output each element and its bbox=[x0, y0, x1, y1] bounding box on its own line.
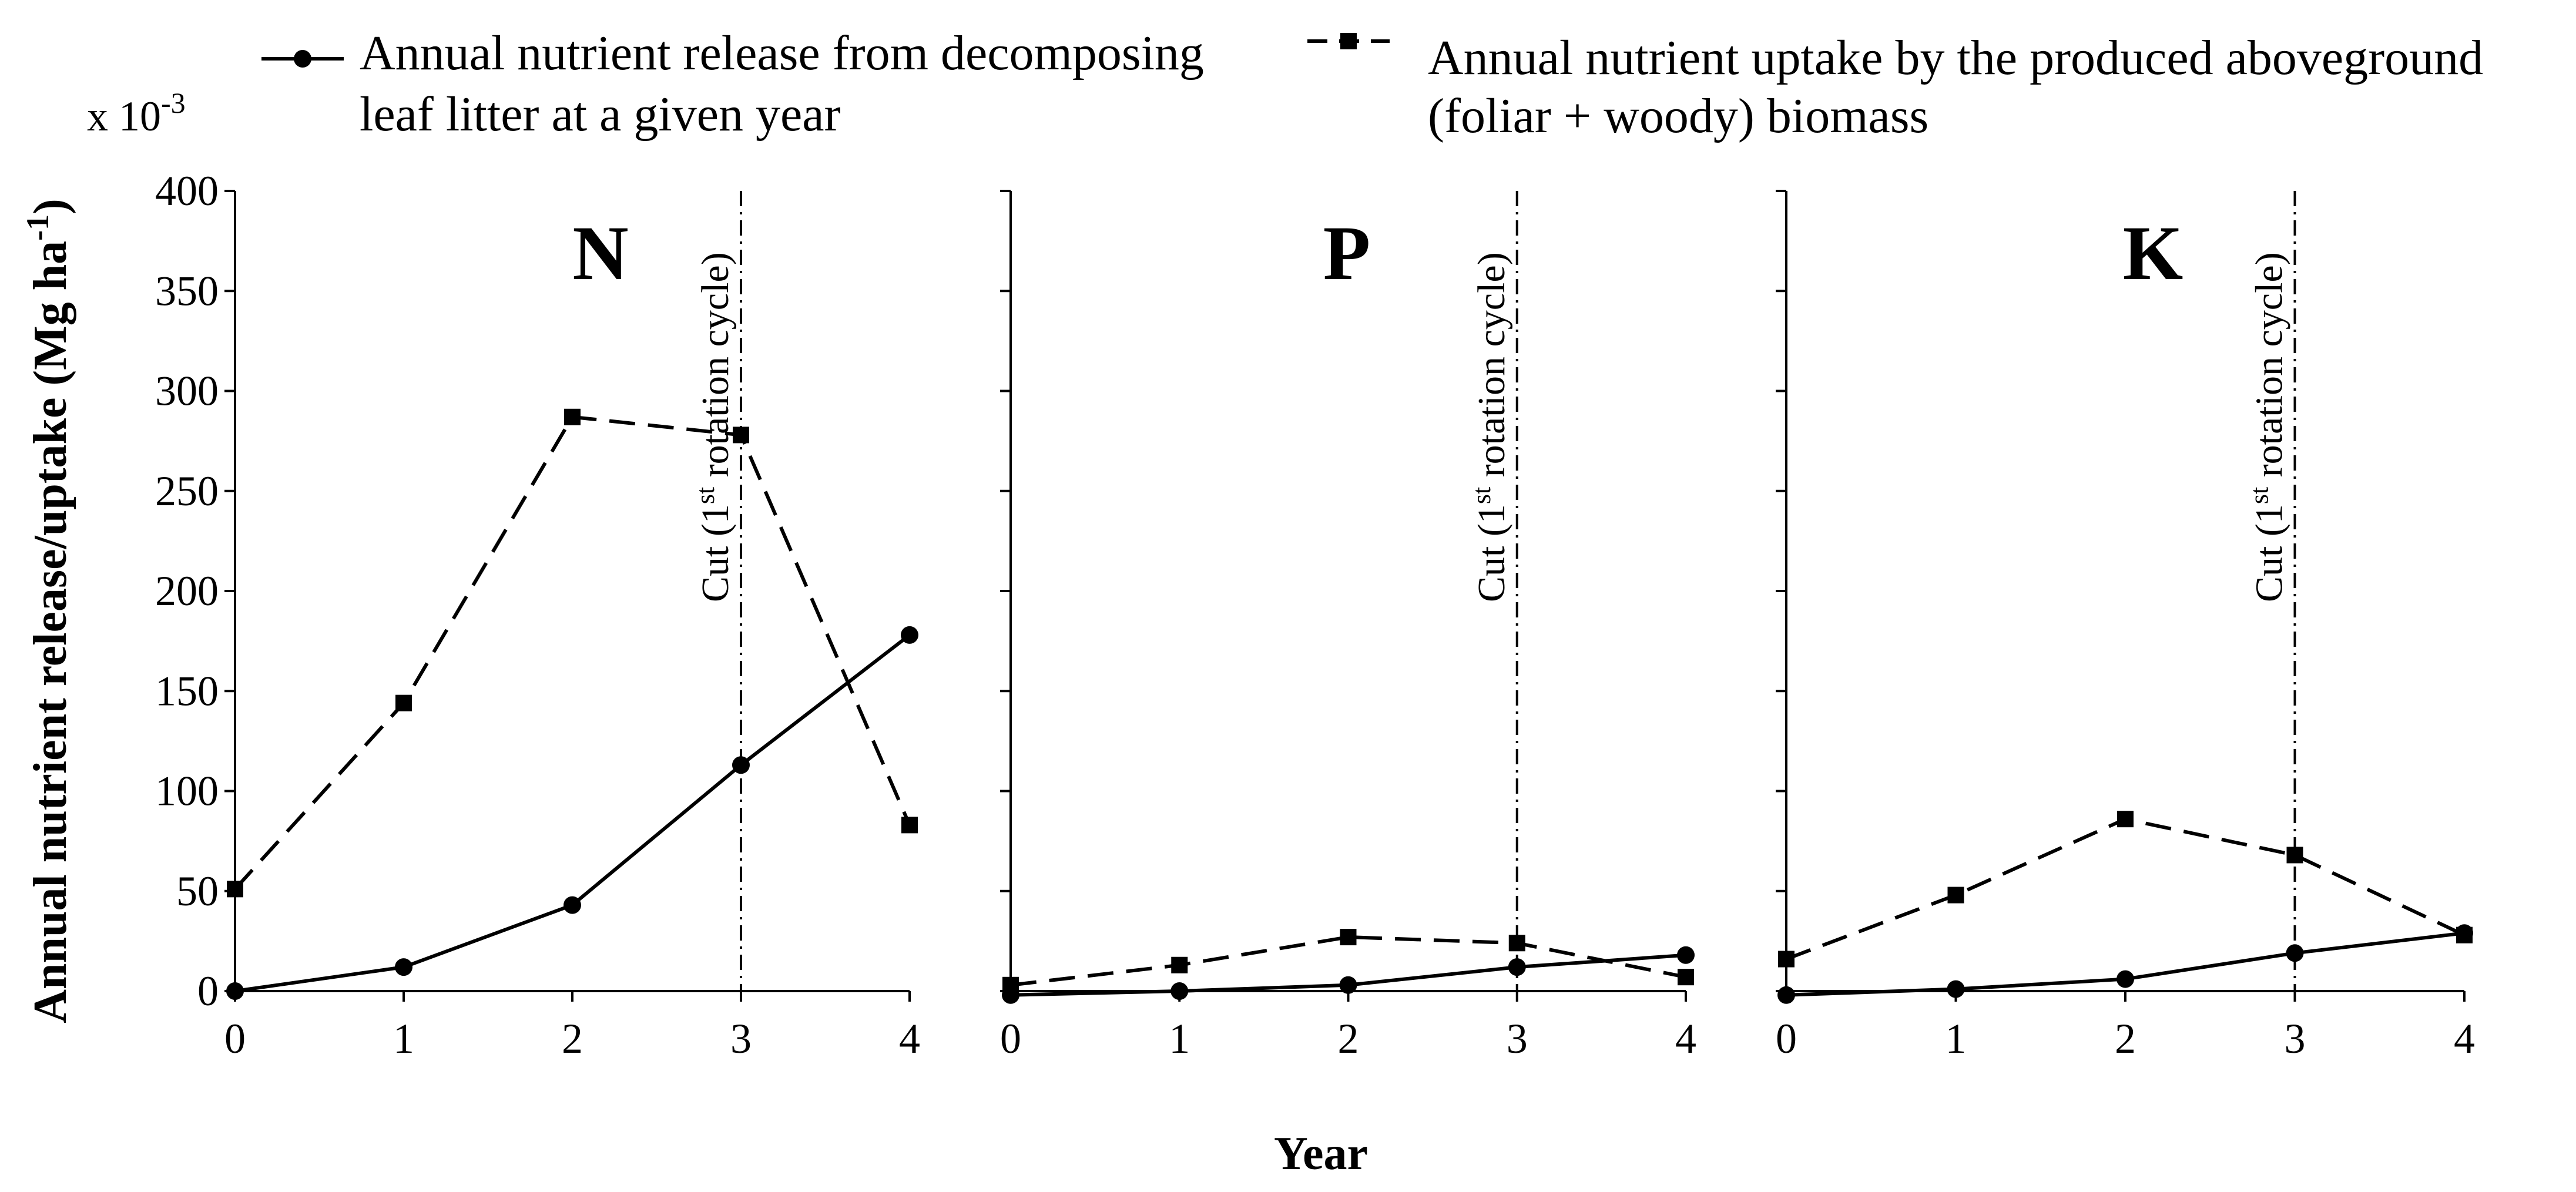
series-line-uptake-p bbox=[1010, 935, 1686, 987]
y-tick-label: 200 bbox=[155, 568, 219, 615]
x-tick-label: 3 bbox=[2285, 1015, 2306, 1062]
y-tick-label: 400 bbox=[155, 167, 219, 214]
x-tick-label: 4 bbox=[899, 1015, 920, 1062]
y-tick-label: 0 bbox=[197, 968, 219, 1015]
y-tick-label: 100 bbox=[155, 768, 219, 815]
data-point-release-n bbox=[226, 982, 244, 1000]
x-tick-label: 1 bbox=[1946, 1015, 1967, 1062]
data-point-uptake-p bbox=[1508, 935, 1525, 952]
data-point-release-n bbox=[732, 756, 750, 774]
data-point-release-n bbox=[395, 958, 412, 976]
y-tick-label: 300 bbox=[155, 368, 219, 415]
legend-release-entry: Annual nutrient release from decomposing… bbox=[261, 26, 1204, 142]
cut-label-text-end: rotation cycle) bbox=[1470, 252, 1513, 486]
data-point-release-p bbox=[1508, 958, 1526, 976]
data-point-uptake-k bbox=[2117, 811, 2134, 828]
multiplier-base: x 10 bbox=[87, 93, 161, 140]
data-point-release-n bbox=[564, 896, 581, 914]
cut-label-superscript: st bbox=[2245, 487, 2274, 504]
data-point-uptake-p bbox=[1340, 929, 1357, 946]
y-axis-label-end: ) bbox=[25, 199, 76, 214]
panel-letter-n: N bbox=[572, 210, 628, 296]
panel-k: 0 1 2 3 4 Cut (1st rotation cycle) K bbox=[1776, 190, 2475, 1062]
cut-label-text: Cut (1 bbox=[2248, 504, 2291, 602]
y-axis-label-superscript: -1 bbox=[20, 214, 55, 241]
data-point-release-n bbox=[901, 626, 918, 644]
x-tick-label: 1 bbox=[1169, 1015, 1190, 1062]
data-point-uptake-n bbox=[901, 817, 918, 834]
data-point-release-k bbox=[2117, 970, 2134, 988]
data-point-uptake-k bbox=[1778, 951, 1795, 968]
cut-label-text-end: rotation cycle) bbox=[2248, 252, 2291, 486]
multiplier-exponent: -3 bbox=[161, 86, 186, 119]
cut-label-k: Cut (1st rotation cycle) bbox=[2245, 252, 2291, 602]
cut-label-n: Cut (1st rotation cycle) bbox=[691, 252, 737, 602]
data-point-release-k bbox=[1947, 980, 1965, 998]
data-point-uptake-n bbox=[733, 427, 749, 444]
legend: Annual nutrient release from decomposing… bbox=[261, 26, 2483, 143]
data-point-release-k bbox=[1777, 986, 1795, 1004]
y-axis-label-main: Annual nutrient release/uptake (Mg ha bbox=[25, 241, 76, 1023]
data-point-release-p bbox=[1677, 946, 1695, 964]
x-axis-label: Year bbox=[1274, 1128, 1368, 1180]
cut-label-superscript: st bbox=[691, 487, 720, 504]
data-point-uptake-k bbox=[2286, 847, 2303, 864]
legend-release-label-line1: Annual nutrient release from decomposing bbox=[360, 26, 1204, 80]
y-axis-multiplier: x 10-3 bbox=[87, 86, 186, 140]
x-tick-label: 4 bbox=[2454, 1015, 2475, 1062]
series-line-uptake-k bbox=[1785, 817, 2466, 961]
x-tick-label: 2 bbox=[562, 1015, 583, 1062]
panel-n: 0 50 100 150 200 250 300 350 400 0 1 2 3 4 Cut (1st ro… bbox=[155, 167, 920, 1062]
cut-label-p: Cut (1st rotation cycle) bbox=[1467, 252, 1513, 602]
legend-uptake-marker bbox=[1340, 33, 1357, 49]
cut-label-text: Cut (1 bbox=[694, 504, 737, 602]
data-point-release-p bbox=[1339, 976, 1357, 994]
data-point-uptake-n bbox=[395, 694, 412, 711]
y-tick-label: 350 bbox=[155, 267, 219, 314]
data-point-uptake-k bbox=[1947, 887, 1964, 904]
data-point-uptake-p bbox=[1002, 976, 1019, 993]
x-tick-label: 2 bbox=[1338, 1015, 1359, 1062]
x-tick-label: 1 bbox=[393, 1015, 414, 1062]
data-point-uptake-k bbox=[2456, 926, 2473, 943]
legend-release-label-line2: leaf litter at a given year bbox=[360, 87, 841, 142]
legend-release-marker bbox=[294, 50, 311, 68]
x-tick-label: 0 bbox=[1776, 1015, 1797, 1062]
series-line-uptake-n bbox=[233, 415, 911, 891]
x-tick-label: 3 bbox=[1507, 1015, 1528, 1062]
legend-uptake-label-line2: (foliar + woody) biomass bbox=[1428, 89, 1928, 143]
y-tick-label: 50 bbox=[176, 868, 219, 915]
legend-uptake-label-line1: Annual nutrient uptake by the produced a… bbox=[1428, 31, 2483, 85]
x-tick-label: 2 bbox=[2115, 1015, 2136, 1062]
data-point-uptake-n bbox=[564, 408, 581, 425]
legend-uptake-entry: Annual nutrient uptake by the produced a… bbox=[1307, 31, 2483, 143]
x-tick-label: 0 bbox=[1000, 1015, 1021, 1062]
y-tick-label: 150 bbox=[155, 667, 219, 714]
cut-label-text-end: rotation cycle) bbox=[694, 252, 737, 486]
x-tick-label: 0 bbox=[224, 1015, 246, 1062]
x-tick-label: 4 bbox=[1675, 1015, 1696, 1062]
data-point-release-k bbox=[2286, 944, 2304, 962]
data-point-uptake-p bbox=[1678, 969, 1694, 986]
data-point-uptake-n bbox=[227, 881, 243, 898]
cut-label-text: Cut (1 bbox=[1470, 504, 1513, 602]
panel-p: 0 1 2 3 4 Cut (1st rotation cycle) P bbox=[1000, 190, 1696, 1062]
y-tick-label: 250 bbox=[155, 468, 219, 515]
series-line-release-n bbox=[234, 633, 911, 993]
data-point-release-p bbox=[1170, 982, 1189, 1000]
x-tick-label: 3 bbox=[730, 1015, 752, 1062]
cut-label-superscript: st bbox=[1467, 487, 1496, 504]
panel-letter-p: P bbox=[1323, 210, 1371, 296]
data-point-uptake-p bbox=[1171, 956, 1188, 973]
panel-letter-k: K bbox=[2123, 210, 2183, 296]
y-axis-label: Annual nutrient release/uptake (Mg ha-1) bbox=[20, 199, 76, 1023]
